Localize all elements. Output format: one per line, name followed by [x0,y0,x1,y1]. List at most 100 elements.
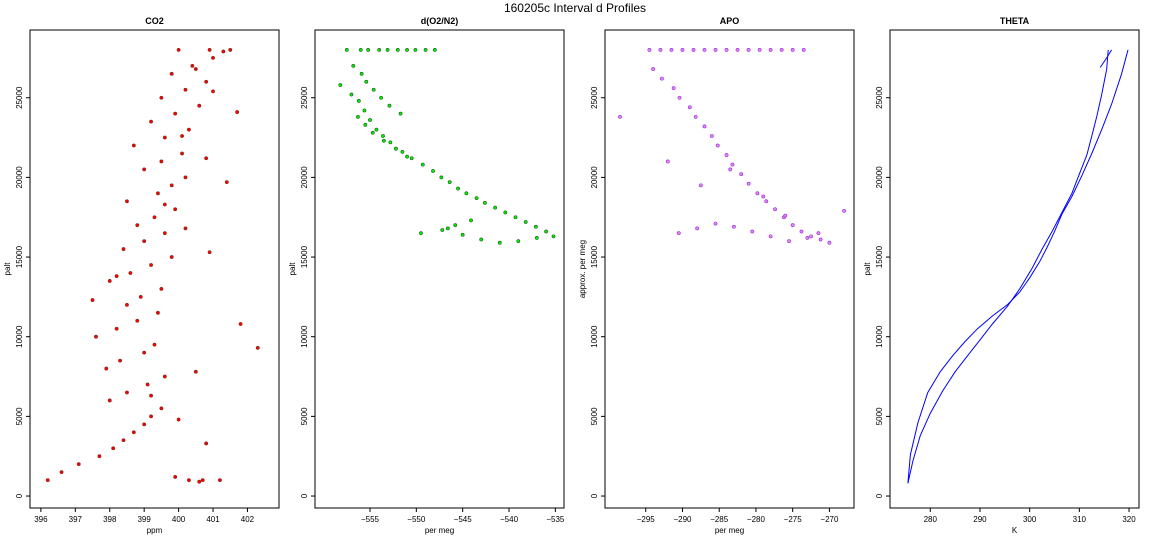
x-tick-label: −540 [500,515,519,524]
data-point [125,302,129,307]
x-tick-label: 290 [973,515,987,524]
data-point [366,48,371,52]
y-tick-label: 25000 [875,86,884,109]
data-point [735,48,740,52]
data-point [818,237,823,242]
data-point [356,114,360,119]
data-point [180,151,184,156]
y-tick-label: 10000 [590,325,599,348]
data-point [693,114,698,119]
data-point [842,208,847,213]
data-point [207,48,212,52]
data-point [238,322,243,326]
data-point [131,430,136,435]
x-tick-label: −285 [710,515,729,524]
data-point [193,369,198,374]
data-point [142,350,147,355]
data-point [135,318,140,323]
data-point [405,48,409,52]
data-point [180,134,184,138]
data-point [107,398,112,403]
data-point [368,118,372,122]
data-point [255,345,260,350]
y-axis-label: palt [288,262,297,276]
data-point [125,390,129,395]
x-tick-label: 398 [103,515,117,524]
y-tick-label: 20000 [875,166,884,189]
data-point [204,156,209,161]
data-point [156,310,160,315]
data-point [104,366,109,371]
data-point [534,224,538,229]
data-point [405,154,409,159]
y-tick-label: 0 [15,493,24,498]
data-point [513,215,518,220]
data-point [761,194,766,199]
data-point [651,67,655,71]
panels: CO2 396 397 398 399 400 401 402 0 5000 10000 15000 2… [3,16,1140,535]
data-point [358,48,363,52]
data-point [687,105,692,110]
data-point [431,169,435,173]
data-point [739,172,744,177]
x-tick-label: 399 [137,515,151,524]
data-point [145,382,150,387]
data-point [801,48,806,52]
data-point [159,95,164,100]
data-point [746,48,751,52]
x-tick-label: −280 [747,515,766,524]
data-point [805,236,810,240]
x-tick-label: −555 [361,515,380,524]
y-tick-label: 25000 [590,86,599,109]
data-point [183,226,188,231]
y-tick-label: 15000 [15,245,24,268]
data-point [724,153,729,157]
y-tick-label: 0 [875,493,884,498]
data-point [204,441,209,446]
x-tick-label: 402 [241,515,255,524]
data-point [169,255,174,259]
panel-title: CO2 [145,16,164,26]
data-point [809,234,813,239]
data-point [197,479,202,484]
x-tick-label: 396 [34,515,48,524]
data-point [377,48,382,52]
data-point [156,191,160,196]
data-point [111,446,116,451]
data-point [715,143,720,148]
data-point [128,271,133,275]
data-point [371,87,376,92]
data-point [131,143,136,148]
data-point [121,438,126,443]
data-point [816,231,821,236]
data-point [90,298,95,302]
data-point [647,48,652,52]
data-point [773,207,777,212]
data-point [420,162,425,167]
y-axis-label: palt [863,262,872,276]
data-point [790,223,795,228]
data-point [183,87,188,92]
data-point [125,199,129,204]
data-point [493,205,498,210]
data-point [138,294,143,299]
data-point [176,48,181,52]
data-point [364,79,369,84]
panel-title: THETA [1000,16,1030,26]
data-point [790,48,795,52]
panel-4: THETA 280 290 300 310 320 0 5000 10000 15000 20000… [863,16,1140,535]
data-point [746,181,751,186]
data-point [190,63,195,68]
data-point [544,229,548,234]
data-point [799,229,804,234]
y-tick-label: 20000 [15,166,24,189]
y-tick-label: 10000 [875,325,884,348]
data-point [447,180,452,185]
data-point [453,223,458,228]
data-point [370,130,375,135]
y-tick-label: 25000 [15,86,24,109]
data-point [211,89,215,94]
data-point [503,210,508,215]
data-point [152,342,157,347]
